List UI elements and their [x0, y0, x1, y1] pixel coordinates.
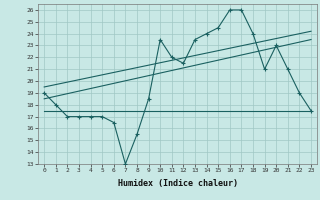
- X-axis label: Humidex (Indice chaleur): Humidex (Indice chaleur): [118, 179, 238, 188]
